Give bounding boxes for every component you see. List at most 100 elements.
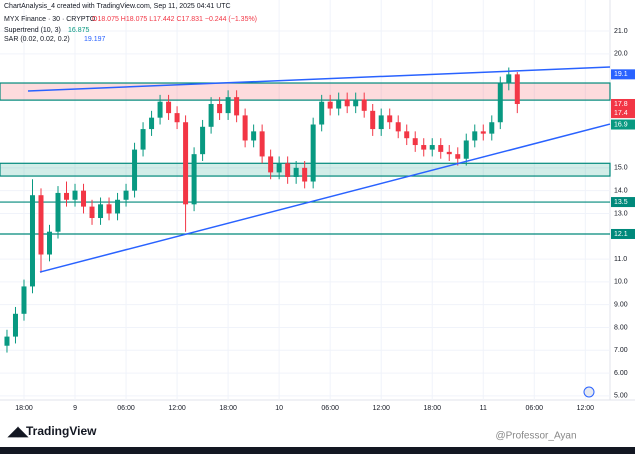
candle-body bbox=[115, 199, 121, 214]
candle-body bbox=[387, 115, 393, 123]
candle-body bbox=[438, 145, 444, 152]
x-tick-label: 18:00 bbox=[423, 405, 441, 412]
candle-body bbox=[38, 195, 44, 255]
x-tick-label: 18:00 bbox=[219, 405, 237, 412]
candle-body bbox=[421, 145, 427, 150]
candle-body bbox=[327, 101, 333, 109]
candle-body bbox=[302, 167, 308, 182]
candle-body bbox=[293, 167, 299, 177]
candle-body bbox=[370, 110, 376, 130]
candle-body bbox=[497, 83, 503, 123]
y-tick-label: 7.00 bbox=[614, 347, 628, 354]
x-tick-label: 12:00 bbox=[577, 405, 595, 412]
price-label-box bbox=[611, 108, 635, 119]
candle-body bbox=[336, 99, 342, 109]
zone bbox=[0, 82, 611, 101]
price-label-box bbox=[611, 228, 635, 239]
candle-body bbox=[344, 99, 350, 107]
candle-body bbox=[251, 131, 257, 141]
price-label-box bbox=[611, 98, 635, 109]
candle-body bbox=[378, 115, 384, 130]
candle-body bbox=[174, 113, 180, 123]
candle-body bbox=[12, 313, 18, 337]
candle-body bbox=[191, 154, 197, 205]
x-tick-label: 11 bbox=[480, 405, 487, 412]
candle-body bbox=[225, 97, 231, 114]
y-tick-label: 13.0 bbox=[614, 210, 628, 217]
candle-body bbox=[123, 190, 129, 200]
candle-body bbox=[98, 204, 104, 219]
indicator-value: 16.875 bbox=[68, 27, 90, 34]
candle-body bbox=[157, 101, 163, 118]
x-tick-label: 12:00 bbox=[168, 405, 186, 412]
price-label: 12.1 bbox=[614, 231, 628, 238]
price-label-box bbox=[611, 69, 635, 80]
candle-body bbox=[429, 145, 435, 150]
candle-body bbox=[4, 336, 10, 346]
x-tick-label: 9 bbox=[73, 405, 77, 412]
candle-body bbox=[268, 156, 274, 173]
candle-body bbox=[404, 131, 410, 139]
price-label: 17.8 bbox=[614, 101, 628, 108]
y-tick-label: 20.0 bbox=[614, 51, 628, 58]
flag-icon bbox=[583, 386, 595, 398]
x-tick-label: 12:00 bbox=[372, 405, 390, 412]
brand-logo: ◢◣ bbox=[7, 423, 29, 438]
y-tick-label: 15.0 bbox=[614, 165, 628, 172]
candle-body bbox=[480, 131, 486, 134]
candle-body bbox=[242, 115, 248, 141]
price-label-box bbox=[611, 197, 635, 208]
y-tick-label: 14.0 bbox=[614, 187, 628, 194]
y-tick-label: 21.0 bbox=[614, 28, 628, 35]
candle-body bbox=[200, 126, 206, 155]
candle-body bbox=[217, 103, 223, 114]
indicator-value: 19.197 bbox=[84, 36, 106, 43]
bottom-bar bbox=[0, 447, 635, 454]
brand: TradingView bbox=[26, 424, 97, 438]
candle-body bbox=[276, 163, 282, 173]
candle-body bbox=[21, 286, 27, 314]
candle-body bbox=[259, 131, 265, 157]
candle-body bbox=[64, 192, 70, 200]
candle-body bbox=[183, 122, 189, 205]
price-label: 19.1 bbox=[614, 71, 628, 78]
indicator-name: SAR (0.02, 0.02, 0.2) bbox=[4, 36, 70, 43]
candle-body bbox=[285, 163, 291, 177]
y-tick-label: 6.00 bbox=[614, 370, 628, 377]
candle-body bbox=[506, 74, 512, 84]
candle-body bbox=[89, 206, 95, 219]
candle-body bbox=[472, 131, 478, 141]
ohlc: O18.075 H18.075 L17.442 C17.831 −0.244 (… bbox=[92, 16, 257, 23]
symbol: MYX Finance · 30 · CRYPTO bbox=[4, 16, 96, 23]
candle-body bbox=[81, 190, 87, 207]
trendline bbox=[39, 123, 611, 273]
candle-body bbox=[72, 190, 78, 200]
candle-body bbox=[412, 138, 418, 146]
candle-body bbox=[353, 99, 359, 107]
candle-body bbox=[106, 204, 112, 214]
indicator-name: Supertrend (10, 3) bbox=[4, 27, 61, 34]
candle-body bbox=[166, 101, 172, 114]
candle-body bbox=[47, 231, 53, 255]
candle-body bbox=[455, 154, 461, 159]
y-tick-label: 5.00 bbox=[614, 393, 628, 400]
x-tick-label: 06:00 bbox=[117, 405, 135, 412]
candle-body bbox=[55, 192, 61, 232]
candle-body bbox=[140, 129, 146, 150]
candle-body bbox=[514, 74, 520, 104]
watermark: @Professor_Ayan bbox=[495, 431, 576, 442]
candle-body bbox=[489, 122, 495, 134]
plot: 21.0 20.0 15.0 14.0 13.0 11.0 10.0 9.00 8.00 7.00… bbox=[0, 0, 628, 412]
candle-body bbox=[149, 117, 155, 130]
x-tick-label: 06:00 bbox=[321, 405, 339, 412]
y-tick-label: 8.00 bbox=[614, 324, 628, 331]
candle-body bbox=[395, 122, 401, 132]
x-tick-label: 06:00 bbox=[526, 405, 544, 412]
candle-body bbox=[29, 195, 35, 287]
candle-body bbox=[310, 124, 316, 182]
trendline bbox=[27, 66, 611, 92]
candle-body bbox=[234, 97, 240, 116]
candle-body bbox=[361, 99, 367, 111]
caption: ChartAnalysis_4 created with TradingView… bbox=[4, 3, 231, 10]
